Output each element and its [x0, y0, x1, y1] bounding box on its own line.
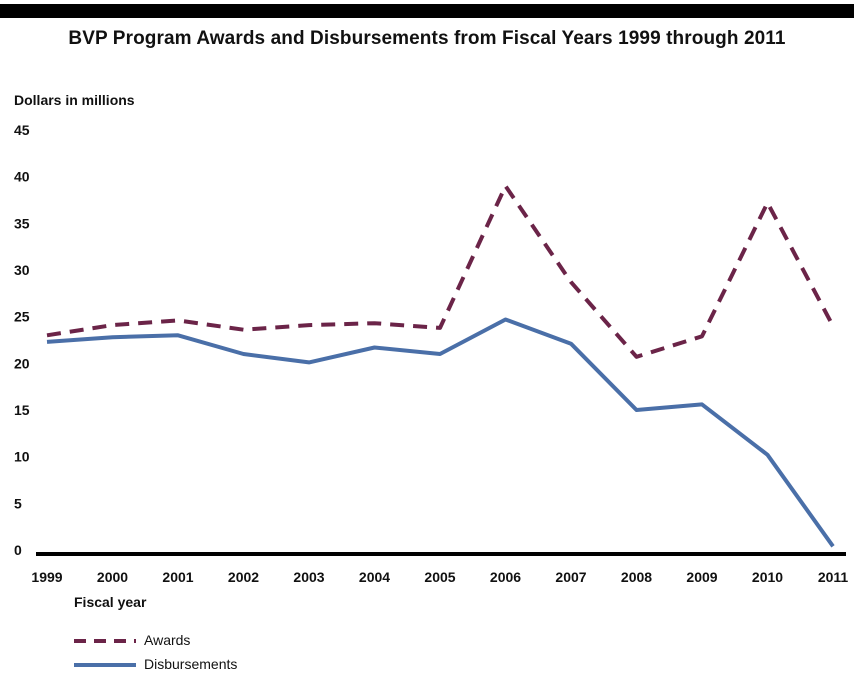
legend-swatch-disbursements [74, 663, 136, 667]
x-tick-label: 2007 [555, 569, 586, 585]
x-tick-label: 2003 [293, 569, 324, 585]
y-axis-label: Dollars in millions [14, 92, 135, 108]
y-tick-label: 35 [14, 215, 30, 231]
chart-title: BVP Program Awards and Disbursements fro… [68, 28, 786, 49]
x-axis-label: Fiscal year [74, 594, 147, 610]
x-tick-label: 2006 [490, 569, 521, 585]
x-tick-label: 2005 [424, 569, 455, 585]
y-tick-label: 0 [14, 542, 22, 558]
x-tick-label: 2011 [818, 569, 849, 585]
y-tick-label: 5 [14, 495, 22, 511]
y-tick-label: 10 [14, 449, 30, 465]
legend-label-awards: Awards [144, 632, 191, 648]
x-tick-label: 2000 [97, 569, 128, 585]
series-line-disbursements [46, 317, 835, 548]
x-tick-label: 2001 [162, 569, 193, 585]
legend-swatch-awards [74, 639, 136, 643]
top-rule [0, 4, 854, 18]
y-tick-label: 45 [14, 122, 30, 138]
x-tick-label: 2009 [686, 569, 717, 585]
x-tick-label: 2008 [621, 569, 652, 585]
y-tick-label: 30 [14, 262, 30, 278]
x-tick-label: 2002 [228, 569, 259, 585]
y-tick-label: 20 [14, 355, 30, 371]
x-tick-label: 2010 [752, 569, 783, 585]
y-tick-label: 15 [14, 402, 30, 418]
y-tick-label: 25 [14, 309, 30, 325]
x-tick-label: 2004 [359, 569, 390, 585]
legend-label-disbursements: Disbursements [144, 656, 238, 672]
y-tick-label: 40 [14, 169, 30, 185]
series-line-awards [46, 184, 835, 359]
x-tick-label: 1999 [31, 569, 62, 585]
